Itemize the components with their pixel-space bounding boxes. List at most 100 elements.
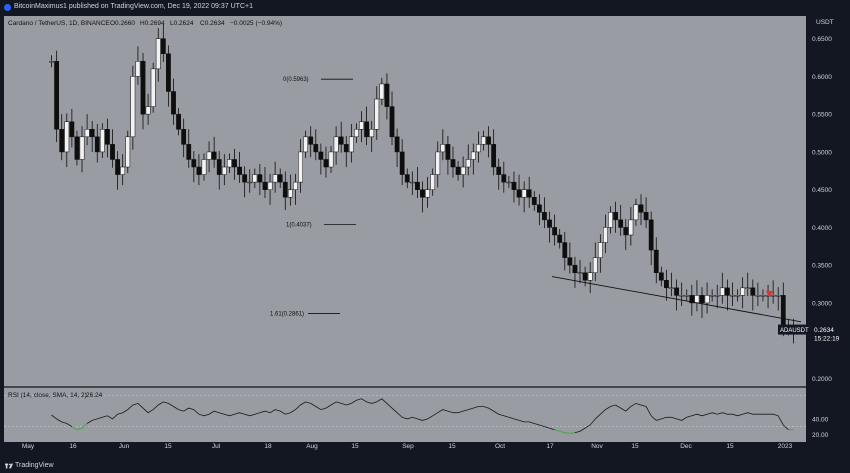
candle-body — [384, 83, 390, 107]
candle-body — [404, 174, 410, 183]
candle-body — [354, 129, 359, 138]
candle-body — [730, 295, 735, 297]
rsi-title: RSI (14, close, SMA, 14, 2) — [8, 392, 87, 399]
candle-body — [674, 287, 679, 296]
last-price: 0.2634 — [814, 327, 834, 334]
candle-body — [755, 295, 761, 297]
candle-body — [526, 189, 532, 198]
candle-body — [318, 151, 324, 160]
price-tick-label: 0.6500 — [812, 36, 832, 43]
candle-body — [501, 174, 507, 183]
x-tick-label: 15 — [726, 443, 734, 450]
candle-body — [125, 136, 131, 168]
candle-body — [201, 159, 207, 175]
candle-body — [547, 219, 552, 228]
candle-body — [618, 219, 624, 228]
candle-body — [298, 151, 303, 183]
candle-body — [69, 121, 75, 138]
candle-body — [216, 159, 222, 175]
price-pane-bg — [4, 16, 806, 386]
rsi-oversold-highlight — [71, 423, 88, 431]
chart-svg[interactable]: 0.6500 0.6000 0.5500 0.5000 0.4500 0.4000 0.35… — [0, 14, 850, 459]
candle-body — [709, 295, 715, 297]
price-tick-label: 0.2000 — [812, 376, 832, 383]
chart-area[interactable]: 0.6500 0.6000 0.5500 0.5000 0.4500 0.4000 0.35… — [0, 14, 850, 459]
candle-body — [84, 129, 90, 138]
candle-body — [719, 287, 725, 296]
candle-body — [460, 166, 466, 175]
candle-body — [262, 181, 268, 190]
candle-body — [669, 287, 674, 289]
candle-body — [196, 166, 202, 175]
candle-body — [658, 272, 664, 281]
candle-body — [572, 264, 578, 273]
x-tick-label: 15 — [351, 443, 359, 450]
candle-body — [516, 189, 522, 198]
candle-body — [135, 61, 141, 77]
candle-body — [440, 144, 446, 153]
candle-body — [277, 174, 283, 183]
candle-body — [74, 136, 80, 160]
candle-body — [252, 174, 258, 183]
x-tick-label: 17 — [546, 443, 554, 450]
candle-body — [511, 181, 517, 190]
rsi-value: 26.24 — [86, 392, 103, 399]
candle-body — [333, 136, 339, 153]
candle-body — [374, 98, 380, 130]
x-tick-label: 15 — [631, 443, 639, 450]
candle-body — [536, 204, 542, 213]
candle-body — [227, 159, 232, 168]
price-axis-bg — [806, 14, 850, 459]
ohlc-low: L0.2624 — [170, 20, 194, 27]
last-price-box — [812, 324, 842, 345]
candle-body — [293, 181, 298, 190]
publish-header: BitcoinMaximus1 published on TradingView… — [0, 0, 850, 14]
candle-body — [653, 249, 659, 273]
candle-body — [562, 242, 568, 258]
candle-body — [379, 83, 385, 100]
candle-body — [99, 129, 105, 153]
price-tick-label: 0.3000 — [812, 300, 832, 307]
price-tick-label: 0.6000 — [812, 74, 832, 81]
candle-body — [150, 68, 156, 107]
ohlc-high: H0.2694 — [140, 20, 165, 27]
candle-body — [735, 295, 740, 297]
candle-body — [623, 227, 629, 236]
candle-body — [394, 136, 400, 153]
candle-body — [64, 121, 70, 153]
candle-body — [140, 61, 146, 115]
price-tick-label: 0.5500 — [812, 112, 832, 119]
candle-body — [694, 295, 700, 304]
candle-body — [425, 189, 430, 198]
candle-body — [582, 272, 588, 281]
chart-title: Cardano / TetherUS, 1D, BINANCE — [8, 20, 110, 27]
candle-body — [481, 136, 486, 145]
symbol-label: ADAUSDT — [780, 328, 809, 334]
candle-body — [59, 129, 65, 153]
x-tick-label: Oct — [495, 443, 505, 450]
candle-body — [648, 219, 654, 251]
candle-body — [745, 287, 751, 289]
candle-body — [328, 151, 334, 168]
candle-body — [282, 181, 288, 198]
candle-body — [211, 151, 217, 160]
rsi-tick-label: 20.00 — [812, 432, 829, 439]
candle-body — [603, 227, 608, 243]
candle-body — [740, 287, 746, 296]
candle-body — [496, 166, 502, 175]
candle-body — [760, 295, 766, 297]
candle-body — [725, 287, 730, 296]
x-tick-label: 2023 — [778, 443, 793, 450]
candle-body — [242, 174, 248, 183]
candle-body — [399, 151, 405, 175]
candle-body — [389, 106, 395, 138]
candle-body — [176, 113, 181, 130]
candle-body — [557, 234, 563, 243]
x-tick-label: Aug — [306, 443, 318, 450]
candle-body — [166, 53, 171, 92]
candle-body — [191, 159, 197, 168]
candle-body — [531, 196, 537, 206]
candle-body — [775, 295, 781, 297]
x-tick-label: Dec — [680, 443, 692, 450]
candle-body — [608, 212, 613, 228]
